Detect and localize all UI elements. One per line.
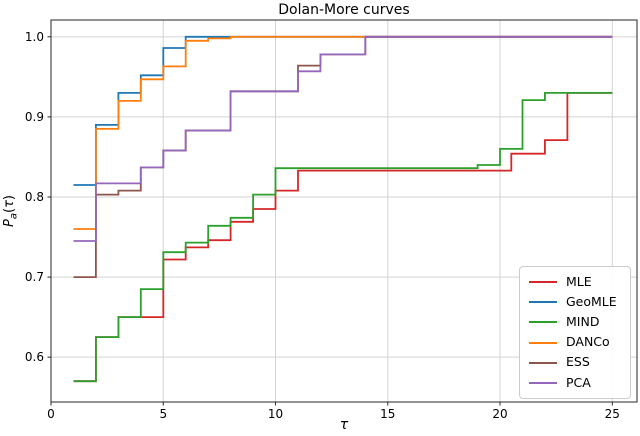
x-tick-label-0: 0 [47,407,55,421]
y-label-tau: τ [2,200,17,208]
x-axis-label: τ [339,417,349,433]
legend-label-danco: DANCo [566,334,610,350]
legend-label-ess: ESS [566,354,590,370]
y-label-subscript: a [8,213,20,220]
y-tick-label-1: 1.0 [25,30,44,44]
legend-item-ess: ESS [529,356,621,369]
series-line-geomle [73,35,613,186]
legend-item-mle: MLE [529,273,621,289]
x-tick-label-15: 15 [380,407,395,421]
y-tick-label-0.6: 0.6 [25,350,44,364]
legend-swatch-ess [529,361,557,364]
legend-item-danco: DANCo [529,336,621,349]
y-tick-label-0.7: 0.7 [25,270,44,284]
axes-spines [50,19,638,403]
legend-item-mind: MIND [529,316,621,329]
legend-swatch-mind [529,321,557,324]
legend-swatch-geomle [529,301,557,304]
chart-title: Dolan-More curves [278,2,410,18]
legend-swatch-danco [529,341,557,344]
legend-item-pca: PCA [529,374,621,390]
legend-label-mind: MIND [566,314,600,330]
legend-item-geomle: GeoMLE [529,293,621,309]
y-tick-label-0.9: 0.9 [25,110,44,124]
x-tick-label-20: 20 [492,407,507,421]
y-axis-label: Pa(τ) [2,195,20,227]
legend-swatch-mle [529,281,557,284]
legend: MLE GeoMLE MIND DANCo ESS PCA [519,266,631,399]
legend-label-geomle: GeoMLE [566,293,617,309]
series-line-danco [73,35,613,230]
series-line-ess [73,35,613,278]
x-tick-label-25: 25 [605,407,620,421]
legend-label-mle: MLE [566,273,592,289]
x-tick-label-5: 5 [159,407,167,421]
series-line-mind [73,92,613,383]
y-tick-label-0.8: 0.8 [25,190,44,204]
series-line-pca [73,35,613,242]
legend-swatch-pca [529,381,557,384]
x-tick-label-10: 10 [268,407,283,421]
y-label-symbol: P [2,219,17,227]
legend-label-pca: PCA [566,374,591,390]
